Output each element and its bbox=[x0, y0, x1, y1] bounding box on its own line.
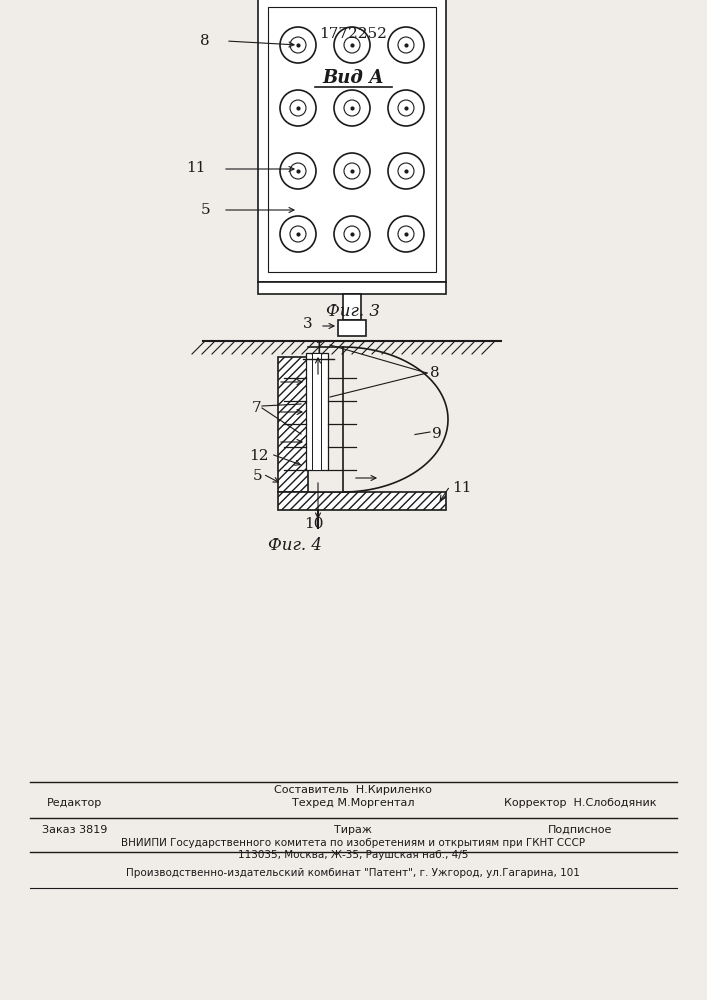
Bar bbox=[278, 492, 446, 510]
Text: Производственно-издательский комбинат "Патент", г. Ужгород, ул.Гагарина, 101: Производственно-издательский комбинат "П… bbox=[126, 868, 580, 878]
Circle shape bbox=[398, 226, 414, 242]
Circle shape bbox=[290, 100, 306, 116]
Circle shape bbox=[334, 90, 370, 126]
Text: 9: 9 bbox=[432, 427, 442, 441]
Text: 5: 5 bbox=[253, 469, 262, 483]
Circle shape bbox=[388, 153, 424, 189]
Text: Вид А: Вид А bbox=[322, 69, 384, 87]
Circle shape bbox=[344, 226, 360, 242]
Text: I: I bbox=[315, 342, 321, 359]
Bar bbox=[268, 7, 436, 272]
Text: Корректор  Н.Слободяник: Корректор Н.Слободяник bbox=[504, 798, 656, 808]
Circle shape bbox=[280, 153, 316, 189]
Text: Тираж: Тираж bbox=[334, 825, 372, 835]
Text: 5: 5 bbox=[200, 203, 210, 217]
Bar bbox=[258, 0, 446, 282]
Circle shape bbox=[344, 163, 360, 179]
Text: 113035, Москва, Ж-35, Раушская наб., 4/5: 113035, Москва, Ж-35, Раушская наб., 4/5 bbox=[238, 850, 468, 860]
Text: Техред М.Моргентал: Техред М.Моргентал bbox=[292, 798, 414, 808]
Circle shape bbox=[290, 226, 306, 242]
Circle shape bbox=[388, 27, 424, 63]
Circle shape bbox=[334, 216, 370, 252]
Text: Фиг. 3: Фиг. 3 bbox=[326, 304, 380, 320]
Text: 11: 11 bbox=[187, 161, 206, 175]
Circle shape bbox=[290, 163, 306, 179]
Text: 10: 10 bbox=[304, 517, 324, 531]
Text: 12: 12 bbox=[249, 449, 269, 463]
Bar bbox=[338, 320, 366, 336]
Bar bbox=[258, 282, 446, 294]
Circle shape bbox=[280, 90, 316, 126]
Bar bbox=[278, 357, 308, 492]
Circle shape bbox=[344, 100, 360, 116]
Bar bbox=[306, 353, 328, 470]
Circle shape bbox=[280, 27, 316, 63]
Text: Заказ 3819: Заказ 3819 bbox=[42, 825, 107, 835]
Circle shape bbox=[280, 216, 316, 252]
Text: Подписное: Подписное bbox=[548, 825, 612, 835]
Text: 3: 3 bbox=[303, 317, 312, 331]
Text: ВНИИПИ Государственного комитета по изобретениям и открытиям при ГКНТ СССР: ВНИИПИ Государственного комитета по изоб… bbox=[121, 838, 585, 848]
Circle shape bbox=[398, 163, 414, 179]
Circle shape bbox=[398, 37, 414, 53]
Text: 11: 11 bbox=[452, 481, 472, 495]
Circle shape bbox=[398, 100, 414, 116]
Circle shape bbox=[290, 37, 306, 53]
Circle shape bbox=[388, 90, 424, 126]
Text: Редактор: Редактор bbox=[47, 798, 103, 808]
Text: 8: 8 bbox=[200, 34, 210, 48]
Bar bbox=[343, 294, 361, 320]
Text: 7: 7 bbox=[252, 401, 262, 415]
Text: 8: 8 bbox=[430, 366, 440, 380]
Circle shape bbox=[334, 27, 370, 63]
Circle shape bbox=[334, 153, 370, 189]
Bar bbox=[312, 353, 321, 470]
Circle shape bbox=[344, 37, 360, 53]
Text: 1772252: 1772252 bbox=[319, 27, 387, 41]
Text: Фиг. 4: Фиг. 4 bbox=[268, 538, 322, 554]
Text: Составитель  Н.Кириленко: Составитель Н.Кириленко bbox=[274, 785, 432, 795]
Circle shape bbox=[388, 216, 424, 252]
